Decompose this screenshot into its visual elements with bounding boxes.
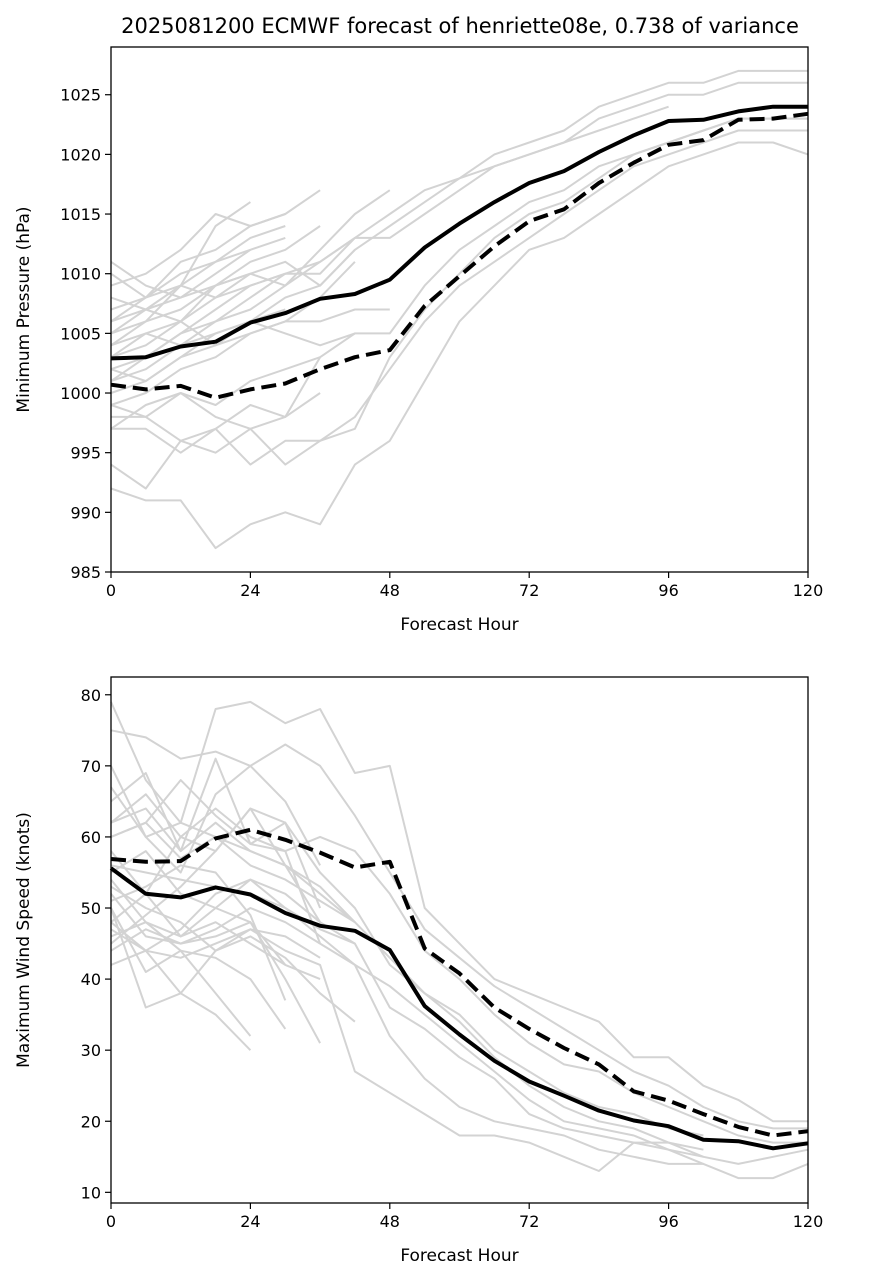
wind-y-tick-label-30: 30 bbox=[81, 1041, 101, 1060]
wind-x-axis-label: Forecast Hour bbox=[400, 1246, 518, 1266]
wind-y-tick-label-20: 20 bbox=[81, 1112, 101, 1131]
pressure-x-tick-label-96: 96 bbox=[658, 581, 678, 600]
wind-chart: 0 24 48 72 96 120 10 20 30 40 50 60 70 80 Forecast H… bbox=[14, 676, 823, 1266]
pressure-ensemble-line-20 bbox=[110, 392, 321, 430]
pressure-ensemble-line-1 bbox=[110, 81, 808, 299]
pressure-x-tick-label-24: 24 bbox=[240, 581, 260, 600]
wind-ensemble-line-1 bbox=[110, 729, 808, 1130]
pressure-x-ticks: 0 24 48 72 96 120 bbox=[106, 572, 823, 600]
wind-x-tick-label-0: 0 bbox=[106, 1212, 116, 1231]
wind-ensemble-line-21 bbox=[110, 786, 356, 924]
wind-summary-lines bbox=[109, 827, 809, 1151]
pressure-y-tick-label-1020: 1020 bbox=[60, 145, 101, 164]
pressure-mode-line bbox=[110, 111, 809, 400]
pressure-ensemble-line-11 bbox=[110, 189, 321, 287]
wind-ensemble-line-20 bbox=[110, 807, 356, 923]
wind-y-axis-label: Maximum Wind Speed (knots) bbox=[14, 812, 34, 1068]
wind-ensemble-line-8 bbox=[110, 893, 704, 1165]
wind-ensemble-line-17 bbox=[110, 921, 321, 1044]
pressure-y-tick-label-995: 995 bbox=[70, 444, 101, 463]
pressure-x-tick-label-48: 48 bbox=[380, 581, 400, 600]
pressure-y-ticks: 985 990 995 1000 1005 1010 1015 1020 1025 bbox=[60, 86, 111, 582]
wind-y-tick-label-60: 60 bbox=[81, 828, 101, 847]
pressure-y-axis-label: Minimum Pressure (hPa) bbox=[14, 206, 34, 412]
wind-y-tick-label-80: 80 bbox=[81, 686, 101, 705]
wind-x-tick-label-72: 72 bbox=[519, 1212, 539, 1231]
wind-ensemble-line-11 bbox=[110, 907, 287, 1030]
wind-ensemble-line-13 bbox=[110, 757, 322, 944]
pressure-y-tick-label-990: 990 bbox=[70, 503, 101, 522]
pressure-y-tick-label-1010: 1010 bbox=[60, 265, 101, 284]
wind-ensemble-line-23 bbox=[110, 928, 321, 959]
wind-y-tick-label-70: 70 bbox=[81, 757, 101, 776]
pressure-ensemble-line-9 bbox=[110, 225, 286, 311]
pressure-y-tick-label-985: 985 bbox=[70, 563, 101, 582]
pressure-ensemble-line-19 bbox=[110, 356, 321, 430]
wind-mean-line bbox=[109, 866, 809, 1151]
pressure-ensemble-lines bbox=[110, 69, 809, 550]
pressure-ensemble-line-7 bbox=[110, 105, 669, 347]
pressure-x-tick-label-0: 0 bbox=[106, 581, 116, 600]
pressure-summary-lines bbox=[110, 104, 809, 400]
pressure-ensemble-line-21 bbox=[110, 272, 286, 383]
pressure-mean-line bbox=[110, 104, 808, 361]
wind-ensemble-line-9 bbox=[110, 949, 252, 1051]
pressure-ensemble-line-4 bbox=[110, 129, 808, 490]
wind-ensemble-line-5 bbox=[110, 850, 704, 1158]
wind-x-ticks: 0 24 48 72 96 120 bbox=[106, 1203, 823, 1231]
wind-x-tick-label-48: 48 bbox=[380, 1212, 400, 1231]
pressure-y-tick-label-1000: 1000 bbox=[60, 384, 101, 403]
wind-mode-line bbox=[110, 827, 809, 1138]
pressure-ensemble-line-14 bbox=[110, 237, 356, 371]
wind-ensemble-line-22 bbox=[110, 878, 321, 981]
pressure-ensemble-line-18 bbox=[110, 308, 390, 383]
wind-axes-frame bbox=[110, 676, 809, 1204]
wind-x-tick-label-24: 24 bbox=[240, 1212, 260, 1231]
pressure-y-tick-label-1005: 1005 bbox=[60, 324, 101, 343]
figure-title: 2025081200 ECMWF forecast of henriette08… bbox=[121, 14, 799, 38]
pressure-x-axis-label: Forecast Hour bbox=[400, 615, 518, 635]
wind-ensemble-line-18 bbox=[110, 885, 356, 1023]
pressure-ensemble-line-24 bbox=[110, 248, 251, 323]
wind-ensemble-line-15 bbox=[110, 779, 322, 909]
pressure-chart: 0 24 48 72 96 120 985 990 995 1000 1005 1010 1015 10… bbox=[14, 46, 823, 635]
wind-y-tick-label-40: 40 bbox=[81, 970, 101, 989]
wind-y-tick-label-10: 10 bbox=[81, 1183, 101, 1202]
wind-ensemble-line-3 bbox=[110, 907, 809, 1180]
wind-x-tick-label-96: 96 bbox=[658, 1212, 678, 1231]
pressure-axes-frame bbox=[110, 46, 809, 573]
wind-y-ticks: 10 20 30 40 50 60 70 80 bbox=[81, 686, 111, 1202]
wind-ensemble-line-2 bbox=[110, 793, 808, 1144]
pressure-x-tick-label-120: 120 bbox=[793, 581, 824, 600]
pressure-ensemble-line-5 bbox=[111, 117, 808, 466]
wind-ensemble-line-0 bbox=[110, 700, 808, 1123]
pressure-ensemble-line-3 bbox=[110, 141, 809, 550]
pressure-y-tick-label-1015: 1015 bbox=[60, 205, 101, 224]
pressure-ensemble-line-23 bbox=[110, 272, 251, 347]
wind-y-tick-label-50: 50 bbox=[81, 899, 101, 918]
pressure-ensemble-line-12 bbox=[110, 236, 286, 335]
wind-x-tick-label-120: 120 bbox=[793, 1212, 824, 1231]
pressure-x-tick-label-72: 72 bbox=[519, 581, 539, 600]
pressure-y-tick-label-1025: 1025 bbox=[60, 86, 101, 105]
